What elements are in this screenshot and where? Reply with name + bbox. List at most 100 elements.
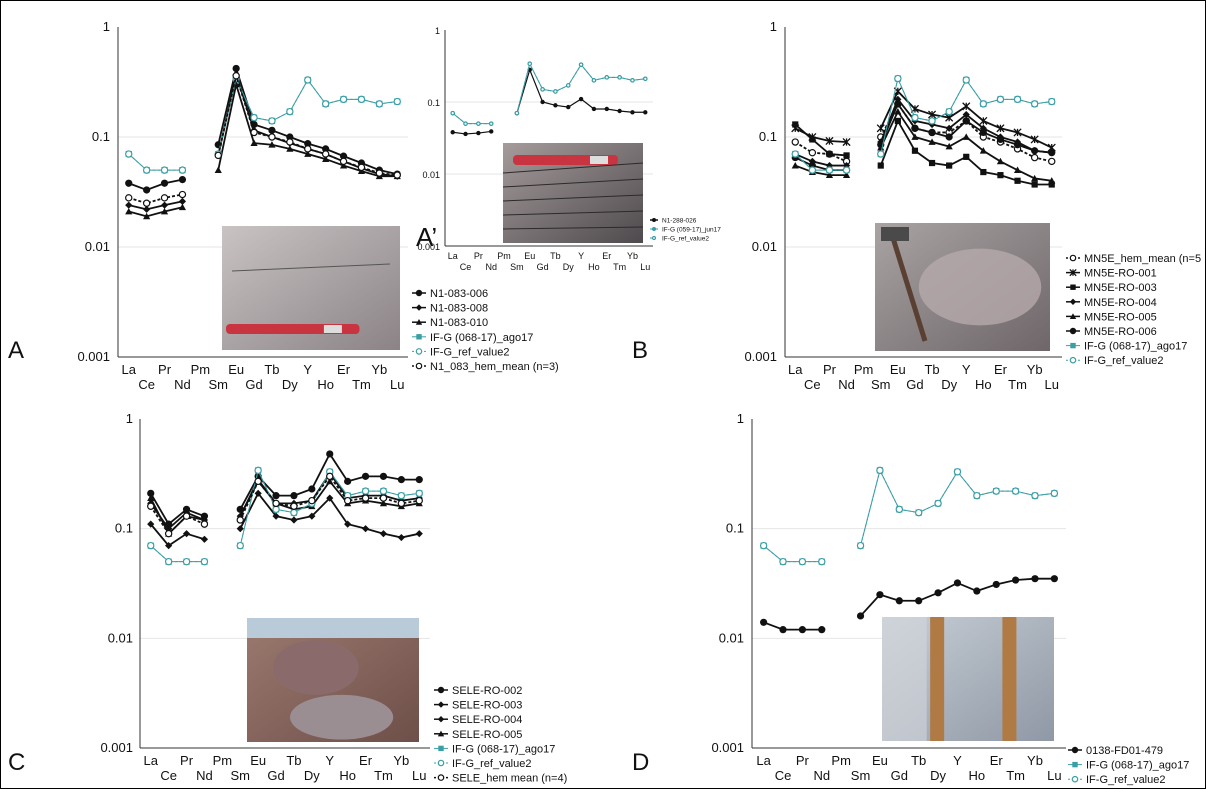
data-point bbox=[809, 136, 816, 143]
data-point bbox=[894, 74, 902, 83]
data-point bbox=[953, 579, 962, 587]
data-point bbox=[825, 136, 834, 146]
data-point bbox=[450, 130, 455, 135]
hammer-head bbox=[881, 227, 909, 241]
data-point bbox=[375, 100, 384, 108]
x-tick-label: Gd bbox=[891, 768, 908, 783]
data-point bbox=[842, 137, 851, 147]
data-point bbox=[232, 64, 240, 73]
x-tick-label: Y bbox=[953, 753, 962, 768]
legend-label: IF-G_ref_value2 bbox=[1086, 774, 1165, 786]
data-point bbox=[343, 496, 352, 505]
data-point bbox=[779, 557, 787, 566]
data-point bbox=[973, 587, 981, 595]
x-tick-label: Dy bbox=[282, 377, 298, 392]
data-point bbox=[393, 97, 401, 106]
legend-label: N1-083-006 bbox=[430, 288, 488, 300]
data-point bbox=[339, 161, 348, 169]
data-point bbox=[361, 525, 370, 533]
data-point bbox=[1030, 100, 1039, 108]
data-point bbox=[232, 72, 240, 80]
legend-label: N1-288-026 bbox=[662, 217, 697, 224]
series-line bbox=[763, 545, 822, 563]
data-point bbox=[397, 499, 406, 508]
x-tick-label: Pm bbox=[497, 251, 511, 261]
data-point bbox=[397, 533, 405, 542]
data-point bbox=[992, 580, 1000, 589]
data-point bbox=[876, 466, 884, 475]
data-point bbox=[934, 499, 942, 508]
data-point bbox=[268, 126, 276, 134]
legend-marker bbox=[437, 716, 445, 723]
x-tick-label: Sm bbox=[871, 377, 891, 392]
series-B-7 bbox=[791, 74, 1056, 174]
x-tick-label: Tb bbox=[264, 362, 279, 377]
data-point bbox=[979, 147, 987, 154]
x-tick-label: Dy bbox=[941, 377, 957, 392]
data-point bbox=[927, 110, 937, 119]
series-A-0 bbox=[125, 64, 401, 194]
legend-D: 0138-FD01-479 IF-G (068-17)_ago17 IF-G_ref… bbox=[1068, 745, 1189, 786]
x-tick-label: Gd bbox=[906, 377, 923, 392]
data-point bbox=[200, 557, 209, 566]
data-point bbox=[591, 106, 597, 112]
data-point bbox=[415, 530, 423, 538]
photo-B bbox=[875, 223, 1050, 351]
core-laminae bbox=[502, 178, 644, 188]
data-point bbox=[304, 150, 312, 157]
x-tick-label: Tm bbox=[374, 768, 393, 783]
x-tick-label: Lu bbox=[390, 377, 404, 392]
series-C-3 bbox=[147, 476, 423, 537]
x-tick-label: Tm bbox=[613, 262, 626, 272]
legend-label: IF-G_ref_value2 bbox=[452, 758, 531, 770]
x-tick-label: Eu bbox=[250, 753, 266, 768]
chart-C: 1 0.1 0.01 0.001 La Pr Pm Eu Tb Y Er Yb Ce Nd Sm Gd Dy Ho… bbox=[8, 411, 567, 785]
data-point bbox=[290, 508, 298, 517]
data-point bbox=[604, 106, 609, 112]
data-point bbox=[792, 121, 799, 128]
legend-marker bbox=[437, 730, 445, 737]
data-point bbox=[147, 494, 155, 501]
series-line bbox=[794, 164, 847, 177]
data-point bbox=[1048, 149, 1056, 157]
data-point bbox=[591, 78, 597, 83]
boulder-1 bbox=[272, 640, 359, 695]
data-point bbox=[760, 618, 768, 626]
panel-label: A bbox=[8, 337, 24, 364]
data-point bbox=[914, 508, 923, 517]
data-point bbox=[553, 103, 558, 108]
data-point bbox=[842, 171, 851, 179]
data-point bbox=[361, 487, 370, 495]
x-tick-label: Tb bbox=[286, 753, 301, 768]
data-point bbox=[928, 138, 936, 145]
data-point bbox=[415, 476, 423, 484]
x-tick-label: Ho bbox=[339, 768, 356, 783]
data-point bbox=[945, 124, 953, 132]
data-point bbox=[1050, 489, 1059, 498]
data-point bbox=[759, 541, 768, 550]
data-point bbox=[393, 171, 401, 179]
data-point bbox=[945, 107, 953, 116]
x-tick-label: Tm bbox=[1006, 768, 1025, 783]
y-tick-label: 0.1 bbox=[92, 129, 110, 144]
data-point bbox=[1048, 177, 1056, 184]
data-point bbox=[1014, 177, 1021, 184]
data-point bbox=[980, 168, 987, 176]
data-point bbox=[326, 494, 334, 502]
y-tick-label: 1 bbox=[770, 19, 777, 34]
series-C-0 bbox=[147, 450, 423, 528]
panel-label: D bbox=[632, 749, 649, 776]
legend-label: SELE-RO-005 bbox=[452, 729, 522, 741]
x-tick-label: La bbox=[144, 753, 159, 768]
data-point bbox=[125, 207, 133, 215]
data-point bbox=[962, 102, 971, 111]
y-tick-label: 0.01 bbox=[719, 630, 744, 645]
x-tick-label: Y bbox=[962, 362, 971, 377]
data-point bbox=[178, 190, 187, 199]
core-row bbox=[882, 617, 927, 741]
data-point bbox=[304, 76, 312, 84]
data-point bbox=[843, 152, 850, 159]
core-laminae bbox=[502, 226, 644, 230]
data-point bbox=[877, 150, 885, 158]
x-tick-label: Nd bbox=[813, 768, 830, 783]
